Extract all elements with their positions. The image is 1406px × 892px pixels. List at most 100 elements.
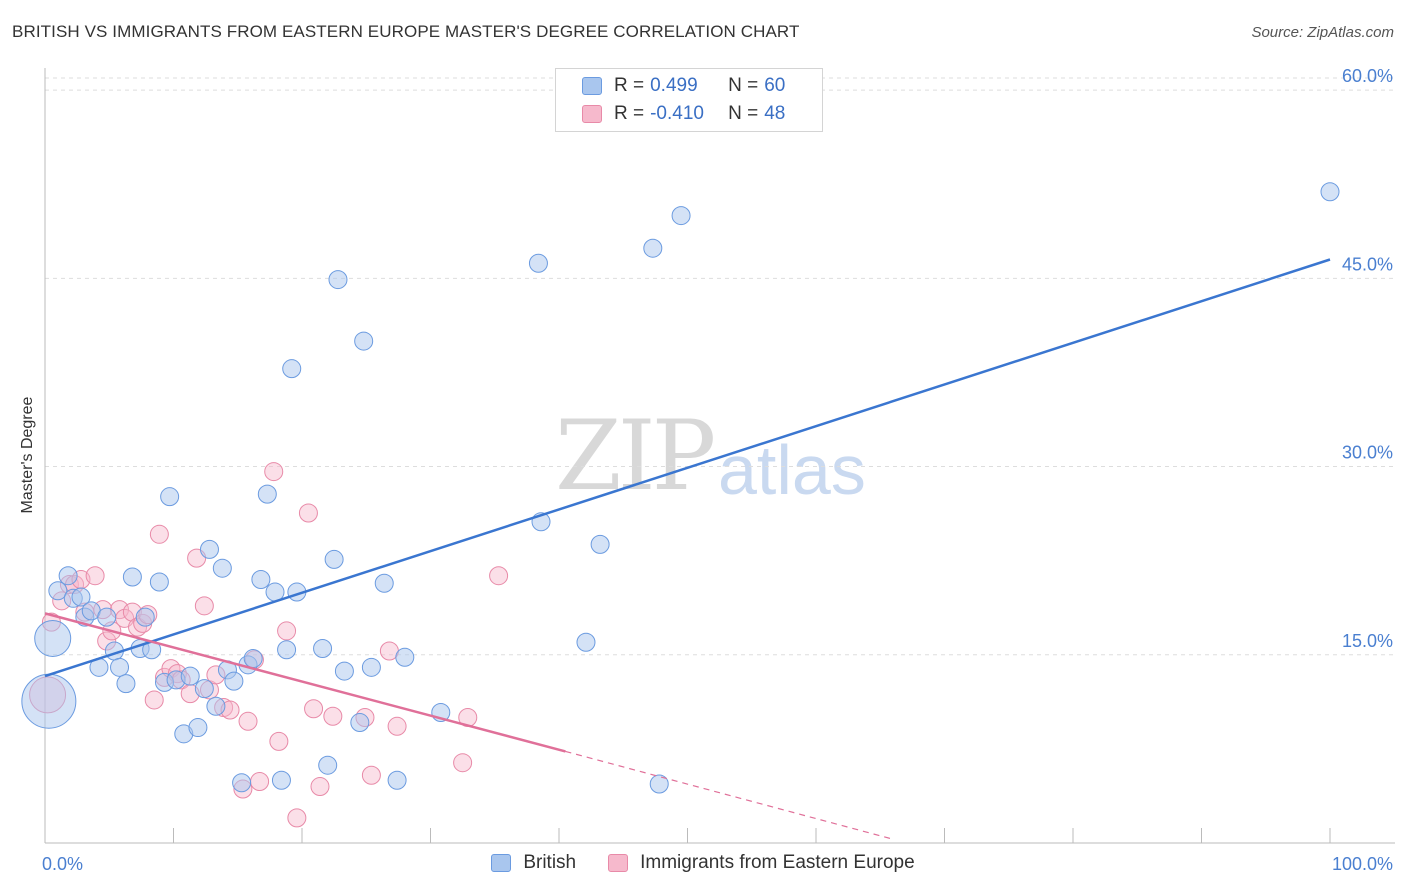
- immigrants-legend-label: Immigrants from Eastern Europe: [640, 852, 915, 873]
- british-point: [110, 657, 130, 677]
- british-point: [34, 619, 72, 657]
- british-point: [71, 587, 91, 607]
- british-r-value: 0.499: [650, 75, 698, 96]
- immigrants-point: [310, 777, 330, 797]
- british-point: [643, 238, 663, 258]
- british-point: [374, 573, 394, 593]
- immigrants-points: [29, 462, 509, 828]
- immigrants-point: [149, 524, 169, 544]
- british-legend-swatch: [491, 854, 512, 872]
- british-point: [387, 770, 407, 790]
- stats-legend: R = 0.499 N = 60 R = -0.410 N = 48: [555, 68, 823, 132]
- series-legend: British Immigrants from Eastern Europe: [0, 852, 1406, 874]
- british-point: [206, 696, 226, 716]
- grid-lines: [45, 77, 1395, 656]
- immigrants-point: [298, 503, 318, 523]
- british-point: [350, 713, 370, 733]
- x-tick-label-end: 100.0%: [1332, 854, 1393, 874]
- british-point: [271, 770, 291, 790]
- british-point: [122, 567, 142, 587]
- immigrants-point: [387, 716, 407, 736]
- british-point: [324, 549, 344, 569]
- immigrants-point: [277, 621, 297, 641]
- watermark-zip: ZIP: [555, 400, 716, 512]
- x-tick-label-start: 0.0%: [42, 854, 83, 874]
- british-n-value: 60: [764, 75, 786, 96]
- immigrants-legend-swatch: [608, 854, 629, 872]
- british-point: [48, 581, 68, 601]
- y-tick-label: 60.0%: [1342, 66, 1393, 86]
- british-point: [21, 673, 77, 729]
- british-point: [199, 539, 219, 559]
- immigrants-point: [323, 706, 343, 726]
- british-point: [194, 679, 214, 699]
- trend-lines: [44, 258, 1331, 840]
- immigrants-trend-line: [44, 612, 566, 753]
- immigrants-n-label: N =: [728, 103, 759, 124]
- british-n-label: N =: [728, 75, 759, 96]
- british-point: [180, 666, 200, 686]
- british-point: [149, 572, 169, 592]
- immigrants-trend-extension: [565, 750, 894, 840]
- british-trend-line: [44, 258, 1331, 678]
- british-swatch: [582, 77, 602, 95]
- british-r-label: R =: [614, 75, 645, 96]
- immigrants-point: [304, 699, 324, 719]
- british-point: [282, 359, 302, 379]
- legend-item-british[interactable]: British: [491, 852, 576, 874]
- british-point: [313, 639, 333, 658]
- tick-labels: 15.0% 30.0% 45.0% 60.0% 0.0% 100.0%: [42, 66, 1393, 874]
- british-point: [576, 632, 596, 652]
- british-point: [671, 206, 691, 226]
- british-legend-label: British: [523, 852, 577, 873]
- british-point: [318, 755, 338, 775]
- british-point: [334, 661, 354, 681]
- british-point: [212, 558, 232, 578]
- immigrants-point: [453, 753, 473, 773]
- watermark-atlas: atlas: [718, 431, 866, 509]
- y-tick-label: 15.0%: [1342, 631, 1393, 651]
- immigrants-point: [287, 808, 307, 828]
- immigrants-point: [269, 731, 289, 751]
- british-point: [354, 331, 374, 351]
- immigrants-point: [489, 566, 509, 586]
- british-point: [97, 607, 117, 627]
- british-point: [361, 657, 381, 677]
- british-point: [224, 671, 244, 691]
- british-point: [277, 640, 297, 660]
- y-tick-label: 45.0%: [1342, 254, 1393, 274]
- chart-title: BRITISH VS IMMIGRANTS FROM EASTERN EUROP…: [12, 22, 800, 41]
- british-point: [243, 649, 263, 669]
- immigrants-swatch: [582, 105, 602, 123]
- immigrants-n-value: 48: [764, 103, 786, 124]
- immigrants-r-value: -0.410: [650, 103, 704, 124]
- british-point: [590, 534, 610, 554]
- immigrants-point: [264, 462, 284, 482]
- british-points: [21, 182, 1340, 794]
- immigrants-point: [85, 566, 105, 586]
- immigrants-point: [144, 690, 164, 710]
- immigrants-point: [361, 765, 381, 785]
- british-point: [395, 647, 415, 667]
- british-point: [649, 774, 669, 794]
- british-point: [232, 773, 252, 793]
- british-point: [251, 569, 271, 589]
- legend-row-british: R = 0.499 N = 60: [582, 73, 785, 99]
- british-point: [160, 487, 180, 507]
- immigrants-r-label: R =: [614, 103, 645, 124]
- british-point: [116, 674, 136, 694]
- british-point: [135, 607, 155, 627]
- source-label: Source: ZipAtlas.com: [1251, 24, 1394, 41]
- immigrants-point: [250, 772, 270, 792]
- legend-row-immigrants: R = -0.410 N = 48: [582, 101, 785, 127]
- y-tick-label: 30.0%: [1342, 443, 1393, 463]
- british-point: [58, 566, 78, 586]
- legend-item-immigrants[interactable]: Immigrants from Eastern Europe: [608, 852, 915, 874]
- british-point: [328, 270, 348, 290]
- british-point: [528, 253, 548, 273]
- british-point: [257, 484, 277, 504]
- british-point: [1320, 182, 1340, 202]
- british-point: [188, 718, 208, 738]
- immigrants-point: [194, 596, 214, 616]
